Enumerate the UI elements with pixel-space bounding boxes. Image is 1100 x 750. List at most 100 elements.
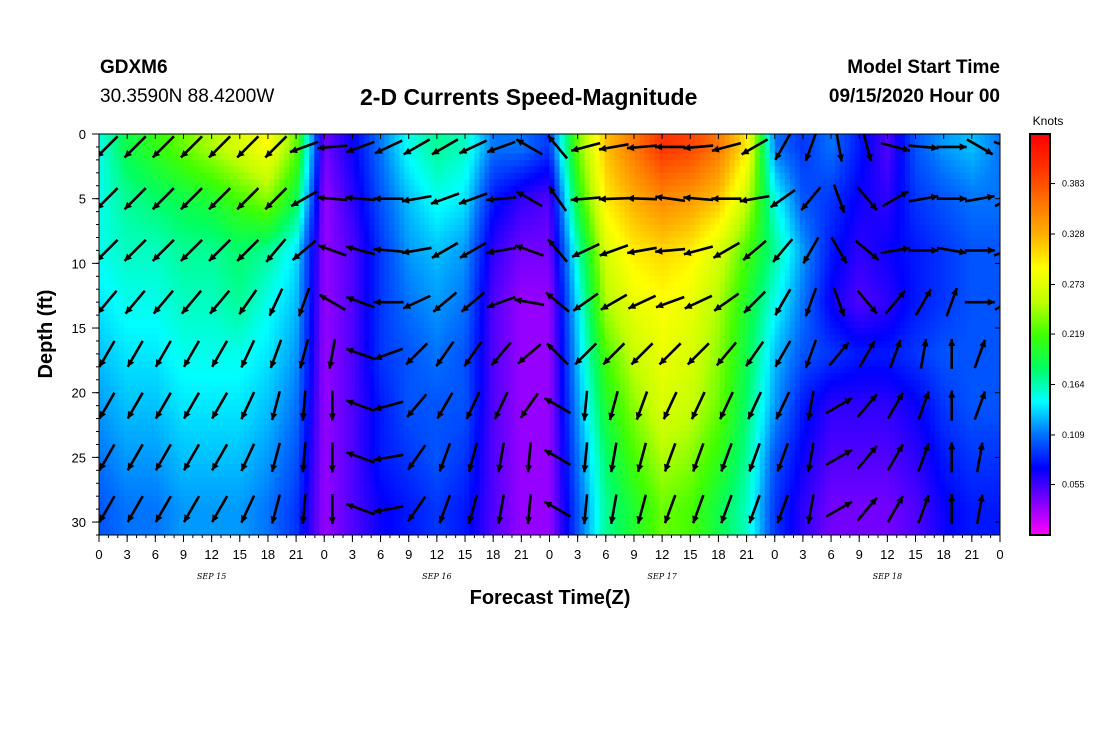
heat-cell <box>214 289 220 297</box>
heat-cell <box>839 282 846 290</box>
heat-cell <box>209 185 215 193</box>
heat-cell <box>404 134 410 142</box>
heat-cell <box>449 205 455 213</box>
heat-cell <box>814 269 821 277</box>
heat-cell <box>214 263 220 271</box>
heat-cell <box>974 159 981 167</box>
heat-cell <box>424 218 430 226</box>
heat-cell <box>434 263 440 271</box>
heat-cell <box>889 224 896 232</box>
heat-cell <box>814 302 821 310</box>
heat-cell <box>144 185 150 193</box>
heat-cell <box>579 172 586 180</box>
heat-cell <box>859 159 866 167</box>
heat-cell <box>109 205 115 213</box>
heat-cell <box>919 166 926 174</box>
heat-cell <box>804 276 811 284</box>
heat-cell <box>399 256 405 264</box>
heat-cell <box>374 211 380 219</box>
heat-cell <box>184 166 190 174</box>
heat-cell <box>819 192 826 200</box>
heat-cell <box>869 295 876 303</box>
heat-cell <box>669 134 676 142</box>
heat-cell <box>114 224 120 232</box>
heat-cell <box>404 185 410 193</box>
heat-cell <box>769 134 776 142</box>
heat-cell <box>229 198 235 206</box>
heat-cell <box>139 282 145 290</box>
heat-cell <box>119 224 125 232</box>
heat-cell <box>354 289 360 297</box>
heat-cell <box>829 134 836 142</box>
heat-cell <box>264 179 270 187</box>
heat-cell <box>264 308 270 316</box>
heat-cell <box>549 231 556 239</box>
heat-cell <box>849 185 856 193</box>
heat-cell <box>299 276 305 284</box>
heat-cell <box>474 166 481 174</box>
heat-cell <box>109 302 115 310</box>
heat-cell <box>554 218 561 226</box>
heat-cell <box>139 172 145 180</box>
heat-cell <box>354 172 360 180</box>
heat-cell <box>189 146 195 155</box>
heat-cell <box>354 218 360 226</box>
heat-cell <box>534 295 541 303</box>
heat-cell <box>839 146 846 155</box>
heat-cell <box>384 237 390 245</box>
heat-cell <box>449 224 455 232</box>
heat-cell <box>194 146 200 155</box>
heat-cell <box>644 276 651 284</box>
heat-cell <box>724 237 731 245</box>
heat-cell <box>869 289 876 297</box>
heat-cell <box>189 269 195 277</box>
heat-cell <box>689 179 696 187</box>
heat-cell <box>809 250 816 258</box>
heat-cell <box>429 263 435 271</box>
heat-cell <box>624 263 631 271</box>
heat-cell <box>254 276 260 284</box>
heat-cell <box>339 166 345 174</box>
heat-cell <box>319 218 325 226</box>
heat-cell <box>439 179 445 187</box>
heat-cell <box>499 218 506 226</box>
heat-cell <box>329 153 335 161</box>
heat-cell <box>154 276 160 284</box>
heat-cell <box>679 211 686 219</box>
heat-cell <box>399 172 405 180</box>
heat-cell <box>134 166 140 174</box>
heat-cell <box>429 211 435 219</box>
heat-cell <box>284 295 290 303</box>
heat-cell <box>354 302 360 310</box>
heat-cell <box>179 276 185 284</box>
heat-cell <box>164 218 170 226</box>
heat-cell <box>139 166 145 174</box>
heat-cell <box>229 256 235 264</box>
heat-cell <box>799 172 806 180</box>
heat-cell <box>619 295 626 303</box>
heat-cell <box>974 282 981 290</box>
heat-cell <box>324 179 330 187</box>
heat-cell <box>819 179 826 187</box>
heat-cell <box>684 172 691 180</box>
heat-cell <box>324 172 330 180</box>
heat-cell <box>814 211 821 219</box>
heat-cell <box>444 269 450 277</box>
heat-cell <box>799 250 806 258</box>
heat-cell <box>969 256 976 264</box>
heat-cell <box>854 211 861 219</box>
heatmap-cells <box>99 134 1000 535</box>
heat-cell <box>304 134 310 142</box>
heat-cell <box>409 134 415 142</box>
heat-cell <box>664 276 671 284</box>
heat-cell <box>839 185 846 193</box>
heat-cell <box>809 198 816 206</box>
heat-cell <box>224 166 230 174</box>
heat-cell <box>989 218 996 226</box>
heat-cell <box>679 185 686 193</box>
heat-cell <box>564 146 571 155</box>
heat-cell <box>904 295 911 303</box>
heat-cell <box>719 231 726 239</box>
heat-cell <box>119 263 125 271</box>
heat-cell <box>839 159 846 167</box>
